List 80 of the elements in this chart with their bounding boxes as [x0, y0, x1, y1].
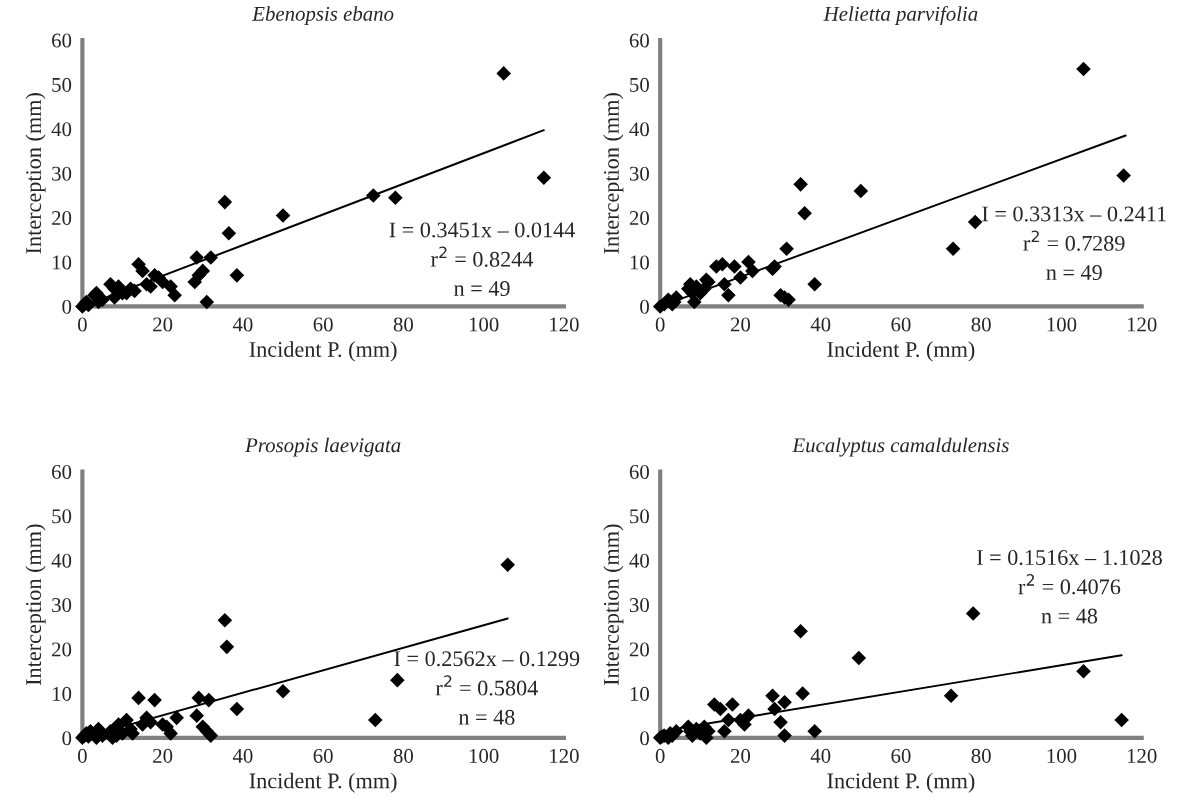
- y-axis-title: Interception (mm): [25, 93, 46, 254]
- y-tick-label: 40: [629, 122, 649, 137]
- x-tick-label: 40: [810, 748, 831, 763]
- x-tick-label: 40: [232, 748, 253, 763]
- y-tick-label: 10: [630, 686, 649, 701]
- x-axis-title: Incident P. (mm): [249, 772, 397, 793]
- y-tick-label: 40: [51, 122, 72, 137]
- annotation: r$^{2}$ = 0.4076: [1018, 574, 1121, 595]
- chart-title: Helietta parvifolia: [823, 5, 978, 26]
- chart-title: Ebenopsis ebano: [252, 6, 394, 26]
- y-tick-label: 20: [629, 211, 649, 226]
- y-tick-label: 40: [629, 553, 649, 568]
- x-tick-label: 60: [313, 317, 333, 332]
- annotation: I = 0.1516x – 1.1028: [976, 549, 1162, 566]
- x-tick-label: 120: [1127, 748, 1157, 763]
- x-tick-label: 100: [469, 317, 499, 332]
- x-tick-label: 120: [550, 748, 579, 763]
- y-tick-label: 20: [629, 642, 649, 657]
- annotation: r$^{2}$ = 0.8244: [431, 246, 534, 267]
- x-tick-label: 0: [77, 317, 87, 332]
- y-tick-label: 10: [52, 686, 72, 701]
- y-tick-label: 60: [52, 464, 72, 479]
- y-tick-label: 30: [629, 598, 649, 613]
- x-tick-label: 100: [469, 748, 499, 763]
- x-tick-label: 120: [1127, 317, 1157, 332]
- y-tick-label: 30: [629, 166, 649, 181]
- x-tick-label: 20: [730, 317, 751, 332]
- y-tick-label: 40: [51, 553, 72, 568]
- annotation: I = 0.3313x – 0.2411: [982, 206, 1166, 222]
- y-tick-label: 10: [52, 255, 72, 270]
- x-axis-title: Incident P. (mm): [827, 772, 975, 793]
- x-tick-label: 100: [1047, 748, 1077, 763]
- y-tick-label: 30: [52, 166, 72, 181]
- y-tick-label: 0: [640, 299, 649, 314]
- x-tick-label: 40: [810, 317, 831, 332]
- y-tick-label: 50: [52, 509, 72, 524]
- annotation: n = 49: [454, 281, 510, 296]
- x-tick-label: 0: [77, 748, 87, 763]
- annotation: n = 49: [1046, 265, 1102, 281]
- x-tick-label: 120: [550, 317, 579, 332]
- x-tick-label: 60: [891, 317, 911, 332]
- y-tick-label: 0: [62, 299, 72, 314]
- x-tick-label: 0: [655, 317, 665, 332]
- x-tick-label: 80: [393, 748, 414, 763]
- x-tick-label: 20: [153, 748, 173, 763]
- x-axis-title: Incident P. (mm): [827, 341, 975, 362]
- y-axis-title: Interception (mm): [603, 524, 624, 686]
- y-tick-label: 50: [630, 509, 649, 524]
- chart-title: Prosopis laevigata: [245, 437, 401, 457]
- y-tick-label: 50: [52, 77, 72, 92]
- annotation: r$^{2}$ = 0.7289: [1023, 230, 1125, 251]
- y-tick-label: 20: [52, 642, 72, 657]
- y-tick-label: 60: [52, 33, 72, 48]
- y-tick-label: 0: [62, 731, 72, 746]
- y-tick-label: 60: [629, 464, 649, 479]
- x-tick-label: 0: [655, 748, 665, 763]
- y-tick-label: 30: [52, 598, 72, 613]
- annotation: I = 0.2562x – 0.1299: [394, 651, 580, 667]
- y-tick-label: 50: [630, 77, 649, 92]
- annotation: I = 0.3451x – 0.0144: [389, 222, 575, 238]
- x-tick-label: 60: [313, 748, 333, 763]
- x-tick-label: 100: [1047, 317, 1077, 332]
- y-axis-title: Interception (mm): [603, 93, 624, 254]
- x-tick-label: 40: [232, 317, 253, 332]
- y-tick-label: 10: [630, 255, 649, 270]
- x-tick-label: 60: [891, 748, 911, 763]
- x-tick-label: 80: [393, 317, 414, 332]
- y-tick-label: 20: [52, 211, 72, 226]
- chart-title: Eucalyptus camaldulensis: [792, 437, 1009, 457]
- y-tick-label: 0: [640, 731, 649, 746]
- x-tick-label: 20: [730, 748, 751, 763]
- x-tick-label: 80: [971, 748, 991, 763]
- y-axis-title: Interception (mm): [25, 524, 46, 686]
- x-tick-label: 20: [153, 317, 173, 332]
- x-tick-label: 80: [971, 317, 991, 332]
- annotation: n = 48: [458, 709, 515, 725]
- y-tick-label: 60: [629, 33, 649, 48]
- annotation: n = 48: [1041, 608, 1098, 624]
- x-axis-title: Incident P. (mm): [249, 341, 397, 362]
- annotation: r$^{2}$ = 0.5804: [435, 675, 538, 696]
